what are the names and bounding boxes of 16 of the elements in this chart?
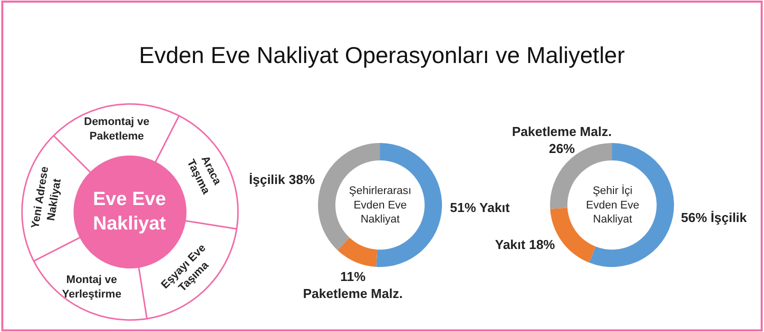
slice-label: 56% İşçilik xyxy=(681,210,748,225)
text: Evden Eve Nakliyat Operasyonları ve Maliyetler xyxy=(139,42,626,68)
slice-label: 51% Yakıt xyxy=(450,200,510,215)
data-label: 11% xyxy=(340,269,366,284)
slice-label: Yakıt 18% xyxy=(495,237,556,252)
slice-label: Paketleme Malz. xyxy=(512,124,612,139)
data-label: 26% xyxy=(548,140,576,156)
donut-slice xyxy=(338,238,378,267)
text: Eve Eve Nakliyat xyxy=(93,189,167,235)
text: Şehir İçi Evden Eve Nakliyat xyxy=(586,184,640,226)
text: Şehirlerarası Evden Eve Nakliyat xyxy=(349,185,412,226)
category-label: Yeni Adrese Nakliyat xyxy=(29,166,64,230)
slice-label: İşçilik 38% xyxy=(249,172,316,187)
slice-label: Paketleme Malz. xyxy=(303,286,403,301)
category-label: Montaj ve Yerleştirme xyxy=(62,274,122,300)
category-label: Demontaj ve Paketleme xyxy=(84,116,150,142)
